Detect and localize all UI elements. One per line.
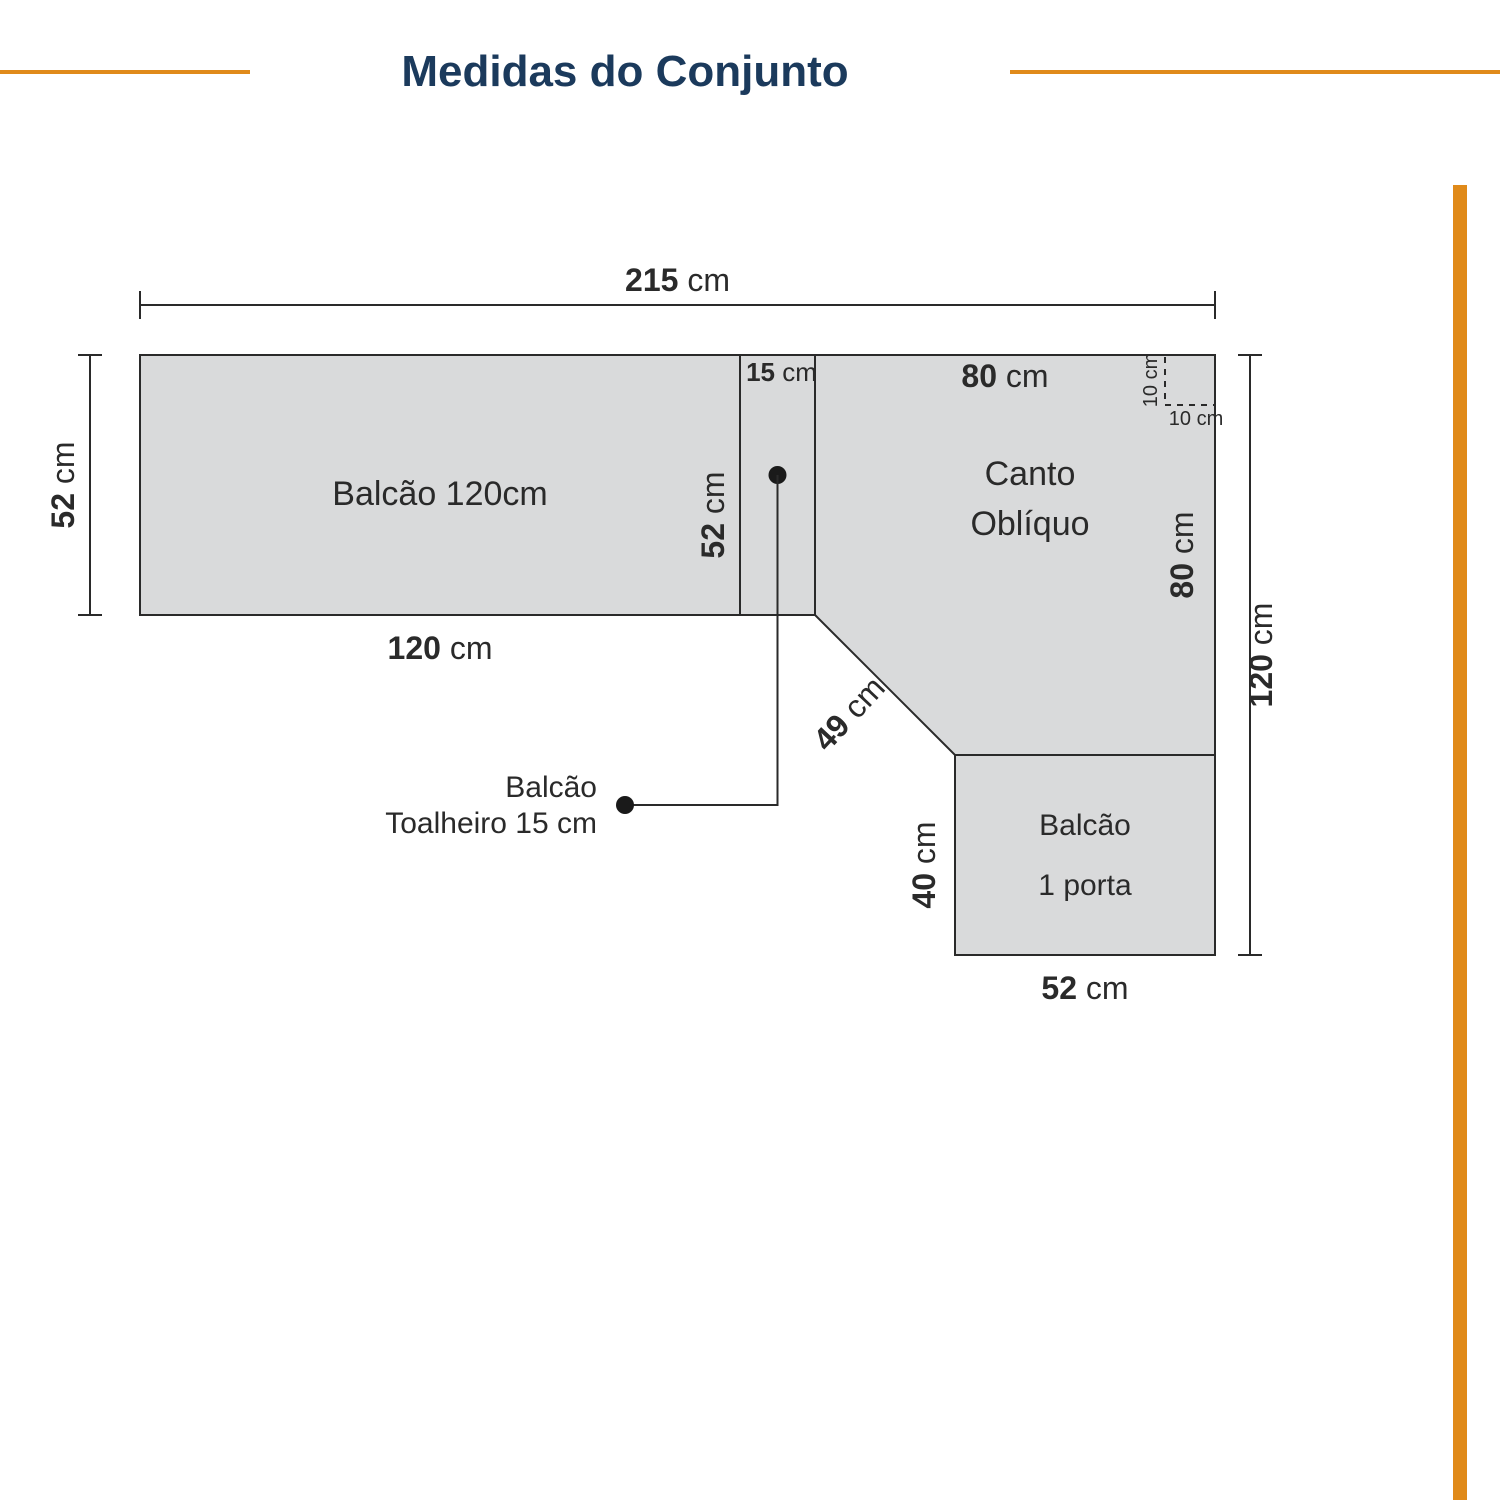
callout-text-l2: Toalheiro 15 cm [385,807,597,840]
piece-balcao-1-porta [955,755,1215,955]
label-porta-l1: Balcão [1039,809,1131,842]
notch-label-side: 10 cm [1140,353,1162,407]
callout-text-l1: Balcão [505,771,597,804]
label-balcao-120: Balcão 120cm [332,475,547,513]
page-title: Medidas do Conjunto [401,47,848,96]
dimension-label: 120 cm [1243,603,1279,708]
floorplan-diagram: 10 cm 10 cm Balcão 120cm Canto Oblíquo Balcão… [45,262,1279,1006]
dimension-label: 52 cm [45,441,81,528]
dimension-label: 52 cm [1041,970,1128,1006]
dimension-label: 15 cm [746,357,817,387]
callout-end-dot [616,796,634,814]
dimension-label: 215 cm [625,262,730,298]
dimension-label: 80 cm [1164,511,1200,598]
dimension-label: 40 cm [906,821,942,908]
dimension-label: 49 cm [806,669,892,757]
dimension-label: 120 cm [388,630,493,666]
dimension-label: 80 cm [961,358,1048,394]
notch-label-bottom: 10 cm [1169,408,1223,430]
label-canto-l1: Canto [985,455,1076,493]
label-porta-l2: 1 porta [1038,869,1132,902]
label-canto-l2: Oblíquo [970,505,1089,543]
dimension-label: 52 cm [695,471,731,558]
